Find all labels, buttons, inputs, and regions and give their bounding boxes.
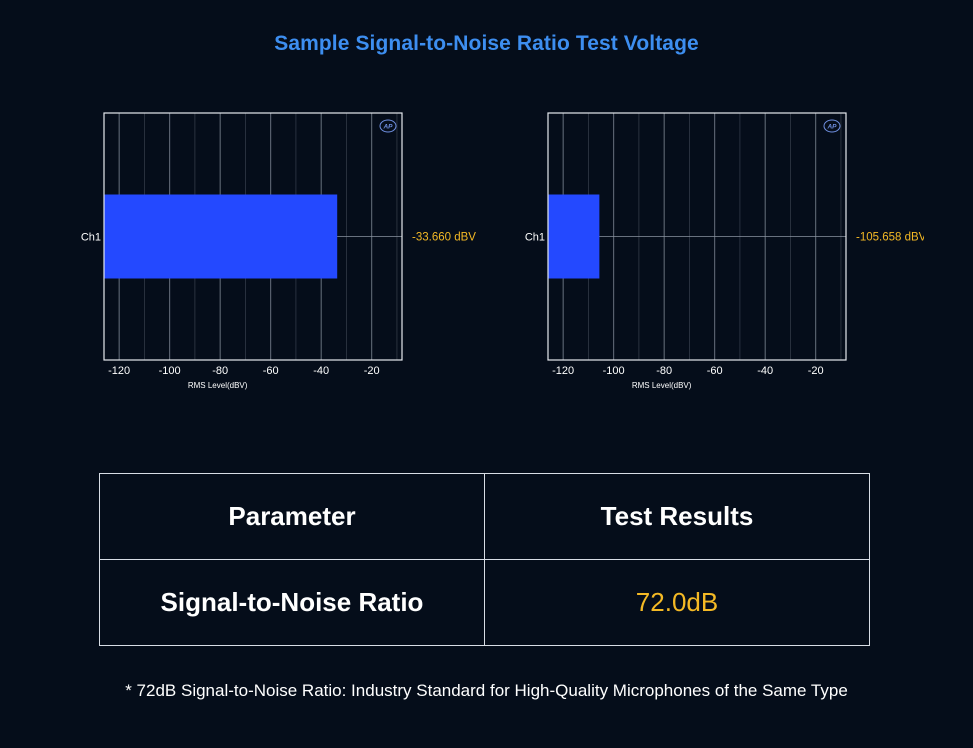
bar-ch1 [104,194,338,279]
value-label: -33.660 dBV [412,232,476,244]
cell-parameter-snr: Signal-to-Noise Ratio [99,559,485,646]
cell-result-snr: 72.0dB [484,559,870,646]
category-label-ch1: Ch1 [525,232,545,244]
category-label-ch1: Ch1 [81,232,101,244]
x-tick-label: -120 [108,365,130,377]
header-parameter: Parameter [99,473,485,560]
plot-frame [103,112,403,361]
ap-logo-icon: AP [823,119,841,133]
chart-svg: Ch1 -105.658 dBV -120 -100 -80 -60 -40 -20 RMS L… [525,112,924,390]
svg-text:AP: AP [382,124,393,131]
footnote: * 72dB Signal-to-Noise Ratio: Industry S… [125,681,848,700]
x-tick-label: -80 [212,365,228,377]
x-tick-label: -100 [603,365,625,377]
table-header-row: Parameter Test Results [99,473,870,560]
x-tick-label: -40 [313,365,329,377]
x-tick-label: -40 [757,365,773,377]
svg-text:AP: AP [826,124,837,131]
x-tick-label: -20 [808,365,824,377]
plot-frame [547,112,847,361]
x-tick-label: -120 [552,365,574,377]
results-table: Parameter Test Results Signal-to-Noise R… [99,473,870,646]
x-axis-label: RMS Level(dBV) [632,381,692,390]
x-tick-label: -80 [656,365,672,377]
grid [548,113,846,360]
table-row: Signal-to-Noise Ratio 72.0dB [99,559,870,646]
page-title: Sample Signal-to-Noise Ratio Test Voltag… [274,32,699,55]
ap-logo-icon: AP [379,119,397,133]
x-tick-label: -60 [707,365,723,377]
value-label: -105.658 dBV [856,232,924,244]
chart-svg: Ch1 -33.660 dBV -120 -100 -80 -60 -40 -20 RMS Le… [81,112,476,390]
x-tick-label: -20 [364,365,380,377]
rms-level-chart-left: Ch1 -33.660 dBV -120 -100 -80 -60 -40 -20 RMS Le… [40,110,480,410]
header-test-results: Test Results [484,473,870,560]
x-tick-label: -100 [159,365,181,377]
bar-ch1 [548,194,600,279]
rms-level-chart-right: Ch1 -105.658 dBV -120 -100 -80 -60 -40 -20 RMS L… [484,110,924,410]
x-tick-label: -60 [263,365,279,377]
x-axis-label: RMS Level(dBV) [188,381,248,390]
